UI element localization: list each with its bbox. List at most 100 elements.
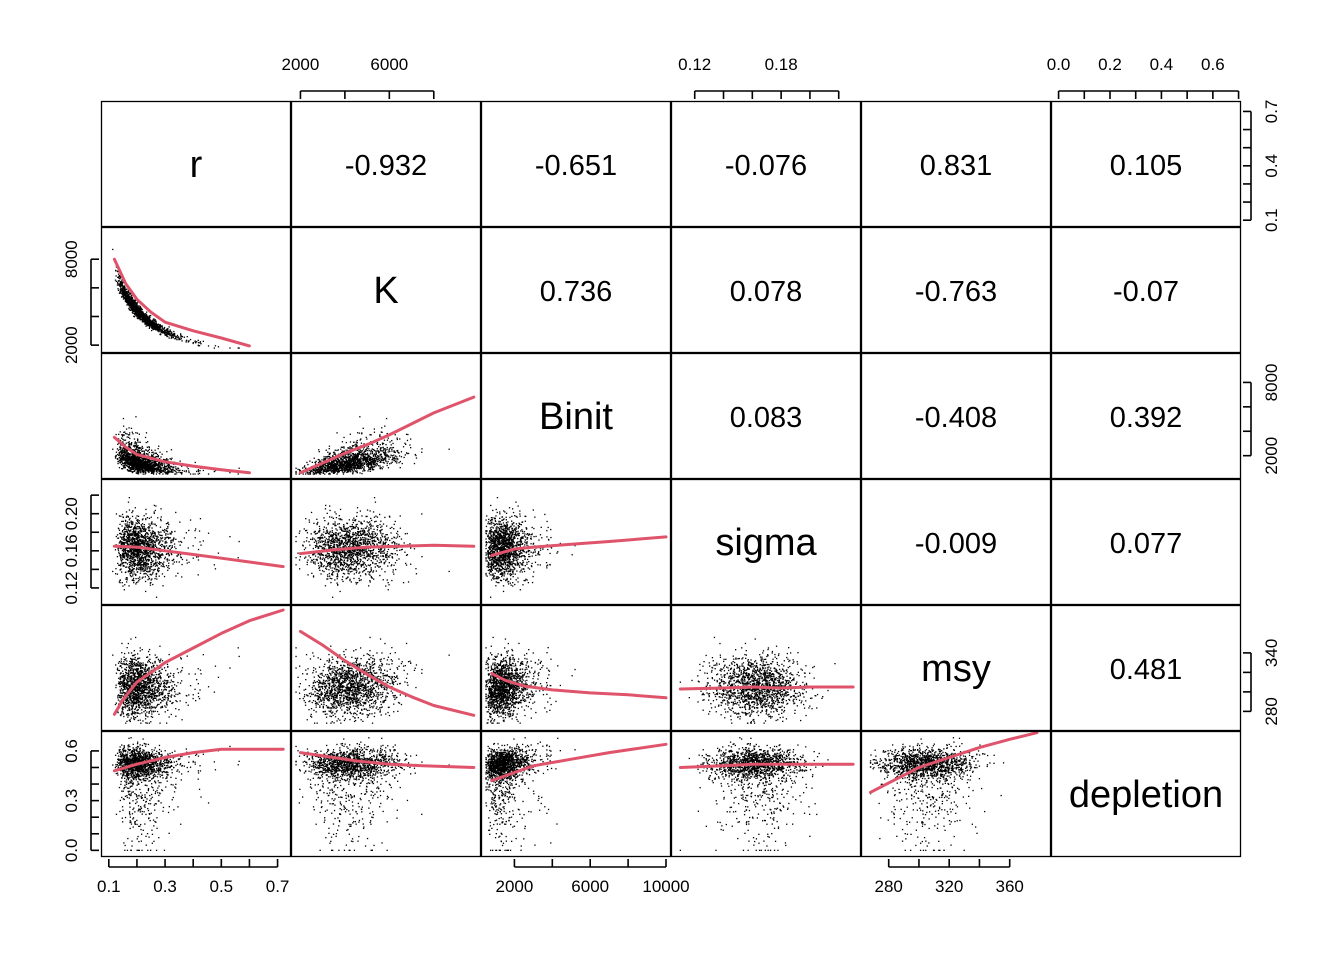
- scatter-point: [116, 458, 119, 460]
- scatter-point: [313, 468, 315, 471]
- scatter-point: [117, 443, 119, 445]
- scatter-point: [328, 457, 330, 460]
- scatter-point: [373, 431, 376, 433]
- scatter-point: [352, 473, 354, 475]
- scatter-point: [121, 452, 123, 454]
- scatter-point: [345, 449, 347, 451]
- scatter-point: [377, 456, 379, 458]
- scatter-point: [342, 457, 344, 459]
- scatter-point: [154, 460, 156, 463]
- scatter-point: [112, 448, 114, 450]
- scatter-point: [117, 460, 119, 463]
- scatter-point: [362, 448, 365, 450]
- scatter-point: [117, 289, 120, 291]
- scatter-point: [153, 325, 155, 327]
- scatter-point: [152, 451, 154, 453]
- scatter-point: [356, 449, 358, 451]
- scatter-point: [132, 471, 134, 473]
- scatter-point: [137, 312, 139, 314]
- scatter-point: [178, 471, 180, 473]
- scatter-point: [349, 457, 351, 459]
- scatter-point: [295, 473, 297, 475]
- scatter-point: [138, 564, 140, 566]
- scatter-point: [144, 320, 146, 322]
- scatter-point: [370, 467, 372, 469]
- scatter-point: [137, 561, 139, 564]
- scatter-point: [355, 462, 357, 464]
- scatter-point: [117, 288, 119, 290]
- scatter-point: [130, 464, 132, 466]
- scatter-point: [125, 536, 128, 538]
- scatter-point: [128, 455, 131, 457]
- scatter-point: [149, 324, 152, 326]
- scatter-point: [372, 464, 375, 466]
- scatter-point: [137, 456, 140, 459]
- scatter-point: [327, 470, 330, 472]
- scatter-point: [421, 451, 423, 453]
- scatter-point: [153, 323, 155, 325]
- scatter-point: [385, 460, 387, 463]
- scatter-point: [121, 295, 123, 297]
- scatter-point: [343, 464, 346, 466]
- scatter-point: [138, 458, 141, 460]
- scatter-point: [152, 571, 154, 573]
- scatter-point: [145, 449, 147, 451]
- scatter-point: [379, 460, 382, 463]
- scatter-point: [319, 461, 322, 463]
- scatter-point: [360, 464, 363, 466]
- scatter-point: [352, 454, 354, 456]
- scatter-point: [379, 448, 381, 450]
- scatter-point: [132, 569, 134, 571]
- scatter-point: [141, 531, 143, 533]
- scatter-point: [387, 451, 389, 453]
- scatter-point: [124, 439, 127, 441]
- scatter-point: [366, 464, 368, 466]
- scatter-point: [135, 458, 137, 461]
- scatter-point: [196, 556, 198, 558]
- scatter-point: [319, 467, 322, 469]
- scatter-point: [351, 447, 353, 449]
- scatter-point: [151, 462, 153, 464]
- scatter-point: [358, 465, 360, 467]
- scatter-point: [171, 336, 173, 338]
- scatter-point: [375, 465, 377, 467]
- scatter-point: [324, 468, 326, 470]
- scatter-point: [119, 282, 121, 285]
- scatter-point: [136, 310, 139, 313]
- scatter-point: [354, 464, 356, 466]
- scatter-point: [161, 471, 163, 473]
- scatter-point: [337, 463, 339, 466]
- scatter-point: [147, 527, 149, 529]
- scatter-point: [403, 456, 405, 459]
- scatter-point: [173, 330, 175, 333]
- scatter-point: [146, 458, 148, 460]
- scatter-point: [148, 448, 151, 450]
- scatter-point: [128, 309, 130, 311]
- scatter-point: [313, 469, 315, 472]
- scatter-point: [139, 447, 141, 449]
- scatter-point: [151, 566, 153, 568]
- scatter-point: [168, 545, 170, 547]
- scatter-point: [131, 307, 133, 309]
- scatter-point: [119, 446, 121, 449]
- scatter-point: [137, 528, 139, 530]
- scatter-point: [154, 469, 156, 471]
- scatter-point: [146, 467, 148, 469]
- scatter-point: [366, 465, 368, 467]
- scatter-point: [178, 339, 180, 341]
- scatter-point: [357, 463, 359, 465]
- scatter-point: [342, 468, 344, 470]
- scatter-point: [128, 463, 130, 465]
- scatter-point: [165, 329, 167, 331]
- scatter-point: [357, 465, 359, 467]
- scatter-point: [339, 463, 341, 465]
- scatter-point: [336, 432, 338, 434]
- scatter-point: [322, 466, 324, 469]
- scatter-point: [125, 291, 127, 293]
- scatter-point: [144, 563, 146, 565]
- scatter-point: [155, 322, 157, 325]
- scatter-point: [159, 326, 161, 329]
- scatter-point: [362, 462, 364, 464]
- scatter-point: [383, 451, 385, 454]
- scatter-point: [314, 461, 317, 464]
